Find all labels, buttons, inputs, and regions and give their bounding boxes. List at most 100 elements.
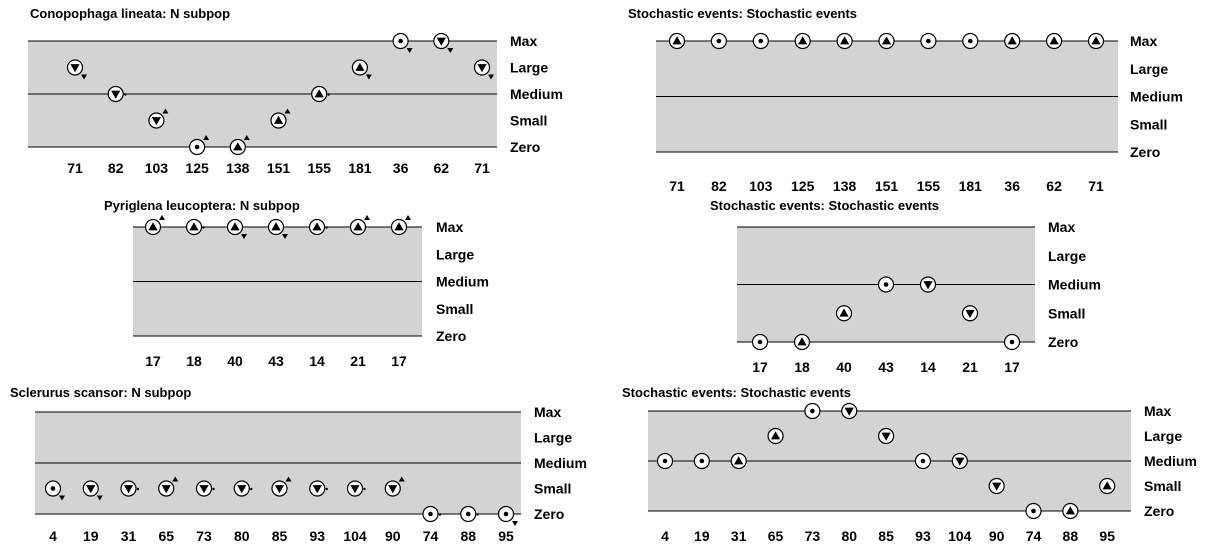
marker-triangle-down xyxy=(436,37,446,46)
tick-label: 82 xyxy=(711,178,727,194)
data-marker xyxy=(751,333,769,351)
chart-title: Sclerurus scansor: N subpop xyxy=(10,385,191,400)
tick-label: 18 xyxy=(186,353,202,369)
marker-triangle-up xyxy=(839,308,849,317)
marker-triangle-up xyxy=(271,222,281,231)
data-marker xyxy=(793,333,811,351)
data-marker xyxy=(229,135,250,156)
marker-triangle-up xyxy=(881,36,892,45)
level-label-medium: Medium xyxy=(1130,89,1183,105)
data-marker xyxy=(226,218,247,239)
data-marker xyxy=(878,32,895,50)
marker-triangle-up xyxy=(1065,506,1075,515)
data-marker xyxy=(390,215,411,236)
tick-label: 138 xyxy=(226,160,250,176)
marker-triangle-up xyxy=(355,62,365,71)
chart-panel-6: Stochastic events: Stochastic events Max L… xyxy=(622,385,1197,544)
marker-dot xyxy=(465,511,471,517)
data-marker xyxy=(270,108,291,129)
level-label-medium: Medium xyxy=(1144,453,1197,469)
tick-label: 31 xyxy=(121,528,137,544)
trend-down-arrow xyxy=(282,234,288,239)
data-marker xyxy=(497,505,518,526)
data-marker xyxy=(710,32,728,50)
level-label-large: Large xyxy=(1048,248,1086,264)
data-marker xyxy=(951,452,968,470)
marker-dot xyxy=(716,38,722,44)
trend-stable-dot xyxy=(212,487,215,491)
trend-down-arrow xyxy=(96,495,103,501)
marker-triangle-down xyxy=(992,482,1002,491)
chart-title: Conopophaga lineata: N subpop xyxy=(30,6,230,21)
trend-stable-dot xyxy=(476,513,479,516)
tick-label: 17 xyxy=(391,353,407,369)
tick-label: 80 xyxy=(841,528,857,544)
level-label-large: Large xyxy=(436,246,474,262)
data-marker xyxy=(1025,502,1042,520)
level-label-max: Max xyxy=(436,219,463,235)
chart-panel-1: Conopophaga lineata: N subpop Max Large Med… xyxy=(28,6,563,176)
tick-label: 155 xyxy=(917,178,941,194)
marker-triangle-down xyxy=(123,485,134,494)
level-label-small: Small xyxy=(510,113,547,129)
tick-label: 95 xyxy=(498,528,514,544)
data-marker xyxy=(841,402,858,420)
level-label-zero: Zero xyxy=(1048,334,1078,350)
tick-label: 95 xyxy=(1099,528,1115,544)
marker-triangle-down xyxy=(86,485,96,494)
marker-triangle-down xyxy=(111,90,121,99)
data-marker xyxy=(267,218,288,239)
data-marker xyxy=(730,452,747,470)
marker-triangle-up xyxy=(189,222,199,231)
marker-dot xyxy=(428,511,433,517)
level-label-max: Max xyxy=(510,33,537,49)
marker-triangle-down xyxy=(274,485,285,494)
trend-up-arrow xyxy=(364,215,370,220)
data-marker xyxy=(1003,333,1021,351)
marker-dot xyxy=(662,458,668,464)
tick-label: 17 xyxy=(1004,359,1020,375)
level-label-zero: Zero xyxy=(510,139,540,155)
level-label-small: Small xyxy=(534,481,571,497)
trend-stable-dot xyxy=(325,487,328,491)
marker-triangle-up xyxy=(230,222,240,231)
tick-label: 71 xyxy=(1088,178,1104,194)
tick-label: 73 xyxy=(805,528,821,544)
data-marker xyxy=(158,476,179,497)
marker-dot xyxy=(926,38,931,44)
tick-label: 88 xyxy=(1063,528,1079,544)
data-marker xyxy=(693,452,710,470)
data-marker xyxy=(668,32,686,50)
marker-triangle-up xyxy=(1049,36,1059,45)
marker-triangle-up xyxy=(1102,481,1112,490)
marker-triangle-down xyxy=(965,309,975,319)
data-marker xyxy=(309,480,328,497)
marker-dot xyxy=(968,38,973,44)
tick-label: 71 xyxy=(474,160,490,176)
marker-triangle-up xyxy=(798,36,808,45)
chart-panel-2: Stochastic events: Stochastic events Max L… xyxy=(628,6,1183,194)
data-marker xyxy=(271,476,292,497)
marker-dot xyxy=(398,38,403,44)
data-marker xyxy=(988,477,1005,495)
level-label-large: Large xyxy=(510,60,548,76)
data-marker xyxy=(351,59,372,80)
trend-up-arrow xyxy=(162,108,169,114)
data-marker xyxy=(460,505,479,523)
marker-dot xyxy=(758,38,764,44)
marker-triangle-up xyxy=(797,337,807,346)
tick-label: 40 xyxy=(227,353,243,369)
data-marker xyxy=(1062,502,1079,520)
data-marker xyxy=(767,427,784,445)
tick-label: 14 xyxy=(920,359,936,375)
tick-label: 155 xyxy=(308,160,332,176)
marker-triangle-up xyxy=(734,456,744,465)
tick-label: 19 xyxy=(694,528,710,544)
marker-dot xyxy=(503,511,509,517)
level-label-max: Max xyxy=(1048,219,1075,235)
tick-label: 31 xyxy=(731,528,747,544)
marker-triangle-up xyxy=(770,431,781,440)
tick-label: 90 xyxy=(385,528,401,544)
tick-label: 90 xyxy=(989,528,1005,544)
